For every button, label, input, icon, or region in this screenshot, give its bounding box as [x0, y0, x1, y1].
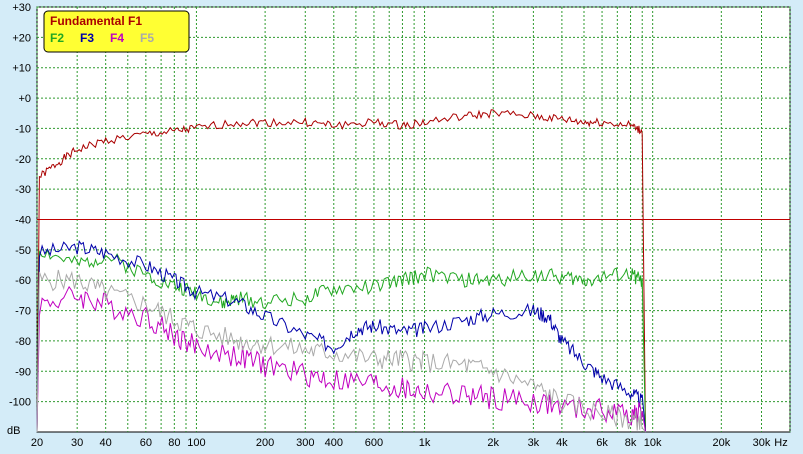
y-tick-label: -20 — [15, 154, 31, 166]
x-tick-label: Hz — [774, 437, 787, 449]
x-tick-label: 1k — [419, 437, 431, 449]
y-tick-labels: +30 +20 +10 +0 -10 -20 -30 -40 -50 -60 -70 -80 -90 -1… — [9, 2, 31, 409]
series-line-f3 — [36, 239, 646, 433]
y-tick-label: -80 — [15, 336, 31, 348]
x-tick-label: 10k — [644, 437, 662, 449]
legend-entry: F4 — [110, 31, 124, 45]
legend-box — [43, 10, 190, 53]
x-tick-label: 40 — [100, 437, 112, 449]
x-tick-label: 30 — [71, 437, 83, 449]
series-line-f2 — [36, 248, 646, 433]
x-tick-label: 80 — [168, 437, 180, 449]
x-tick-label: 400 — [325, 437, 343, 449]
x-tick-labels: 20 30 40 60 80 100 200 300 400 600 1k 2k 3k 4k 6k 8k 10k… — [31, 437, 788, 449]
x-tick-label: 8k — [625, 437, 637, 449]
series-line-fundamental-f1 — [36, 109, 646, 433]
series-line-f5 — [36, 269, 646, 433]
series-line-f4 — [36, 285, 646, 433]
y-tick-label: -10 — [15, 123, 31, 135]
x-tick-label: 100 — [187, 437, 205, 449]
legend-entry: F2 — [50, 31, 64, 45]
y-tick-label: -90 — [15, 366, 31, 378]
y-tick-label: +20 — [12, 32, 31, 44]
legend-entries: F2 F3 F4 F5 — [50, 31, 154, 45]
x-tick-label: 30k — [753, 437, 771, 449]
x-tick-label: 200 — [256, 437, 274, 449]
legend-entry: F3 — [80, 31, 94, 45]
series-lines — [36, 109, 646, 433]
y-tick-label: -30 — [15, 184, 31, 196]
x-tick-label: 2k — [487, 437, 499, 449]
x-tick-label: 600 — [365, 437, 383, 449]
y-tick-label: -50 — [15, 245, 31, 257]
legend: Fundamental F1 F2 F3 F4 F5 — [43, 10, 190, 53]
y-tick-label: -100 — [9, 397, 31, 409]
legend-title: Fundamental F1 — [50, 14, 142, 28]
y-tick-label: +10 — [12, 63, 31, 75]
y-tick-label: -60 — [15, 275, 31, 287]
x-tick-label: 4k — [556, 437, 568, 449]
y-tick-label: +0 — [18, 93, 31, 105]
x-tick-label: 300 — [296, 437, 314, 449]
y-tick-label: +30 — [12, 2, 31, 14]
y-tick-label: -70 — [15, 306, 31, 318]
y-axis-label: dB — [7, 425, 20, 437]
x-tick-label: 6k — [596, 437, 608, 449]
x-tick-label: 20k — [712, 437, 730, 449]
x-tick-label: 60 — [140, 437, 152, 449]
x-tick-label: 20 — [31, 437, 43, 449]
x-tick-label: 3k — [528, 437, 540, 449]
legend-entry: F5 — [140, 31, 154, 45]
y-tick-label: -40 — [15, 215, 31, 227]
